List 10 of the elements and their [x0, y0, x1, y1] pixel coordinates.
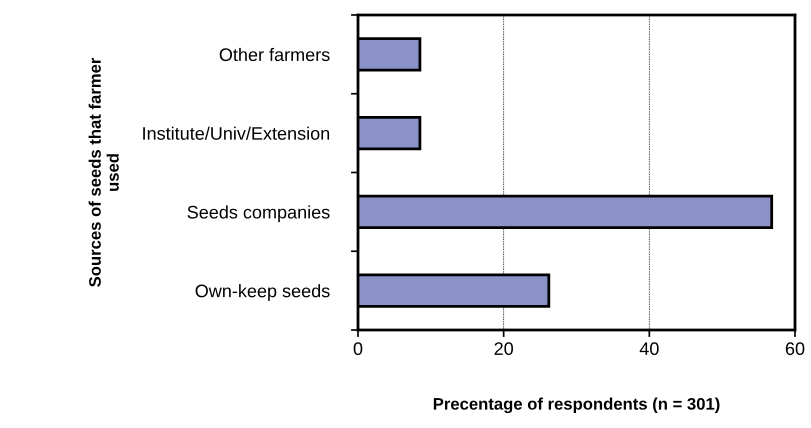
x-tick-label: 0 [354, 342, 362, 356]
y-tick-label: Own-keep seeds [196, 284, 330, 301]
x-tick-label: 40 [640, 342, 659, 356]
y-axis-title: Sources of seeds that farmer used [88, 58, 119, 287]
y-tick-label: Institute/Univ/Extension [143, 126, 330, 140]
x-axis-title: Precentage of respondents (n = 301) [434, 398, 720, 414]
x-tick-label: 60 [786, 342, 804, 356]
y-tick-label: Other farmers [220, 48, 330, 62]
x-tick-label: 20 [494, 342, 514, 356]
y-tick-label: Seeds companies [188, 205, 330, 222]
